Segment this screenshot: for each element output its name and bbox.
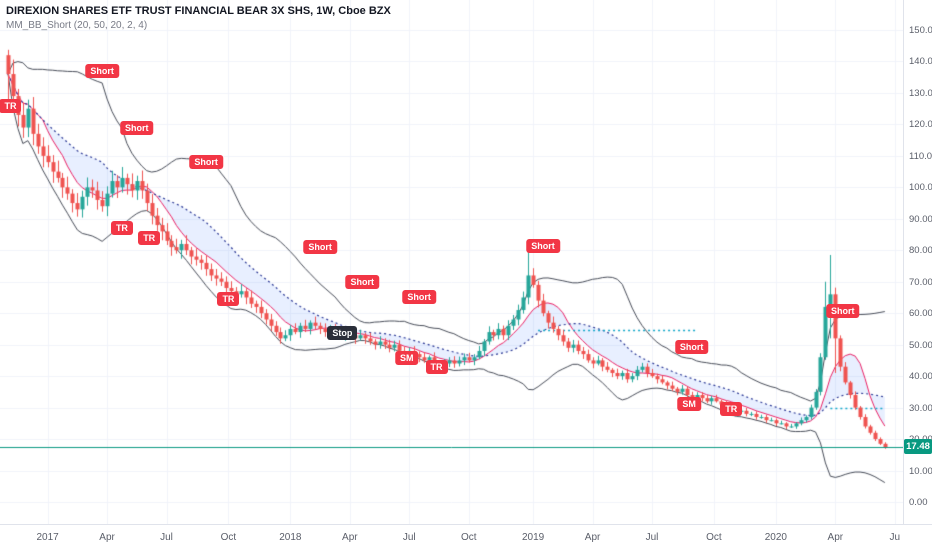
chart-legend: DIREXION SHARES ETF TRUST FINANCIAL BEAR… [6, 5, 391, 31]
trade-label-sm[interactable]: SM [395, 351, 419, 366]
trade-label-short[interactable]: Short [189, 155, 223, 170]
price-tick-label: 10.00 [909, 465, 932, 477]
trade-label-sm[interactable]: SM [677, 397, 701, 412]
price-tick-label: 120.00 [909, 119, 932, 131]
trade-label-tr[interactable]: TR [425, 359, 448, 374]
time-tick-label: 2019 [521, 532, 545, 543]
trade-label-short[interactable]: Short [674, 340, 709, 355]
time-tick-label: Jul [402, 532, 416, 543]
trade-label-tr[interactable]: TR [138, 230, 161, 245]
price-tick-label: 140.00 [909, 56, 932, 68]
time-tick-label: Oct [460, 532, 477, 543]
trade-label-tr[interactable]: TR [720, 402, 743, 417]
time-tick-label: Oct [220, 532, 237, 543]
symbol-title[interactable]: DIREXION SHARES ETF TRUST FINANCIAL BEAR… [6, 5, 391, 17]
time-tick-label: Ju [889, 532, 901, 543]
last-price-badge: 17.48 [904, 439, 932, 455]
trade-label-short[interactable]: Short [85, 63, 119, 78]
trade-label-short[interactable]: Short [402, 290, 436, 305]
time-tick-label: 2018 [279, 532, 302, 543]
price-tick-label: 70.00 [909, 276, 932, 288]
time-tick-label: Apr [342, 532, 358, 543]
price-tick-label: 130.00 [909, 87, 932, 99]
trade-label-short[interactable]: Short [825, 303, 860, 318]
time-tick-label: Jul [160, 532, 173, 543]
trade-label-tr[interactable]: TR [110, 221, 133, 236]
trade-label-short[interactable]: Short [345, 274, 379, 289]
price-tick-label: 40.00 [909, 371, 932, 383]
time-tick-label: Jul [645, 532, 659, 543]
price-tick-label: 0.00 [909, 497, 928, 508]
indicator-title[interactable]: MM_BB_Short (20, 50, 20, 2, 4) [6, 20, 148, 31]
price-tick-label: 60.00 [909, 308, 932, 320]
price-tick-label: 110.00 [909, 150, 932, 162]
price-tick-label: 150.00 [909, 25, 932, 36]
time-tick-label: Oct [706, 532, 722, 543]
time-tick-label: Apr [99, 532, 115, 543]
time-tick-label: 2017 [36, 532, 59, 543]
price-tick-label: 100.00 [909, 182, 932, 194]
price-tick-label: 50.00 [909, 339, 932, 351]
trade-label-tr[interactable]: TR [0, 98, 22, 113]
price-axis[interactable]: 150.00 140.00 130.00 120.00 110.00 100.00 90.0… [903, 0, 932, 524]
price-tick-label: 30.00 [909, 402, 932, 414]
price-tick-label: 90.00 [909, 213, 932, 225]
trade-label-tr[interactable]: TR [217, 292, 240, 307]
time-tick-label: Apr [827, 532, 844, 543]
price-tick-label: 80.00 [909, 245, 932, 257]
time-axis[interactable]: 2017 Apr Jul Oct 2018 Apr Jul Oct 2019 Apr Jul Oct 2… [0, 524, 932, 550]
trade-label-short[interactable]: Short [120, 120, 154, 135]
trade-label-short[interactable]: Short [526, 238, 560, 253]
time-tick-label: Apr [584, 532, 601, 543]
trade-label-short[interactable]: Short [303, 240, 337, 255]
trade-label-stop[interactable]: Stop [327, 326, 358, 341]
time-tick-label: 2020 [764, 532, 787, 543]
